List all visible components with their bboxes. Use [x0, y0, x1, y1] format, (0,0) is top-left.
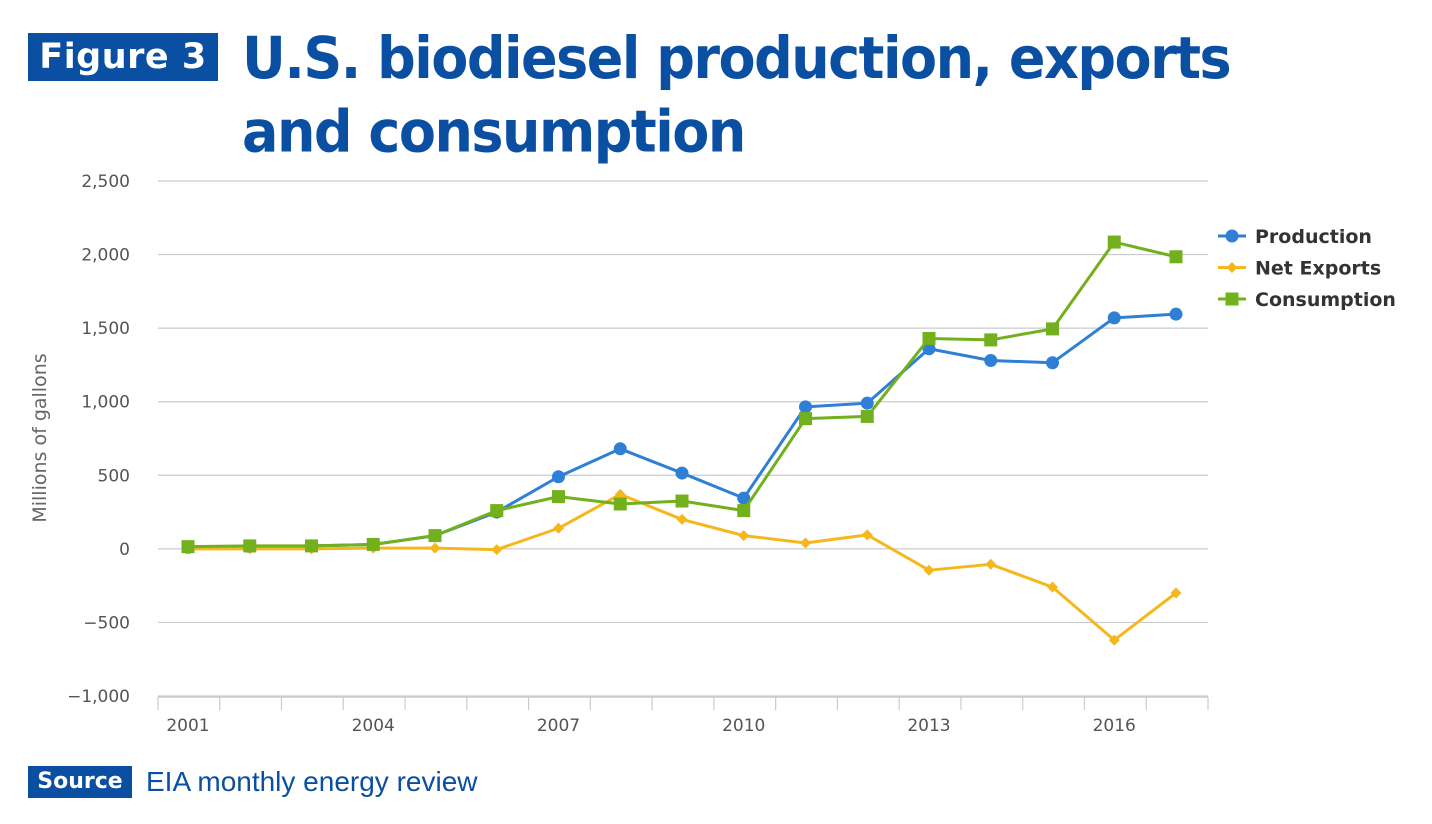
- legend-marker: [1226, 262, 1238, 273]
- consumption-point: [922, 331, 936, 345]
- production-point: [737, 491, 751, 505]
- legend-label: Production: [1255, 226, 1372, 248]
- net-exports-point: [676, 513, 688, 525]
- consumption-point: [613, 497, 627, 511]
- consumption-point: [552, 490, 565, 504]
- production-point: [922, 342, 936, 356]
- production-point: [1169, 307, 1183, 321]
- x-tick-label: 2013: [907, 716, 950, 736]
- series-line-production: [187, 312, 1177, 549]
- y-tick-label: 2,000: [81, 246, 130, 266]
- production-point: [860, 396, 874, 410]
- net-exports-point: [614, 488, 626, 500]
- y-tick-label: −1,000: [67, 687, 130, 707]
- production-point: [984, 354, 998, 368]
- net-exports-point: [553, 522, 564, 534]
- y-axis-label: Millions of gallons: [29, 353, 51, 522]
- net-exports-point: [800, 537, 811, 549]
- y-tick-label: −500: [83, 613, 130, 633]
- legend-label: Consumption: [1255, 289, 1396, 311]
- consumption-point: [1169, 250, 1183, 264]
- legend-item-consumption[interactable]: Consumption: [1218, 289, 1396, 311]
- consumption-point: [366, 537, 380, 551]
- x-tick-label: 2010: [722, 716, 765, 736]
- consumption-point: [1046, 322, 1059, 336]
- legend[interactable]: Production Net Exports Consumption: [1218, 226, 1396, 311]
- y-tick-label: 1,000: [81, 393, 130, 413]
- consumption-point: [860, 409, 874, 423]
- x-tick-label: 2004: [352, 716, 395, 736]
- source-text: EIA monthly energy review: [146, 766, 478, 797]
- consumption-point: [305, 539, 318, 553]
- legend-marker: [1225, 229, 1239, 243]
- grid-lines: [158, 180, 1208, 697]
- consumption-point: [428, 529, 442, 543]
- y-tick-label: 2,500: [81, 172, 130, 192]
- x-tick-label: 2001: [166, 716, 209, 736]
- consumption-point: [675, 494, 689, 508]
- consumption-point: [181, 540, 195, 554]
- x-tick-label: 2016: [1093, 716, 1136, 736]
- y-tick-label: 500: [98, 466, 130, 486]
- production-point: [1107, 311, 1121, 325]
- production-point: [1046, 356, 1059, 370]
- x-tick-label: 2007: [537, 716, 580, 736]
- consumption-point: [1107, 235, 1121, 249]
- net-exports-point: [491, 544, 503, 556]
- net-exports-point: [738, 530, 750, 542]
- y-tick-label: 0: [119, 540, 130, 560]
- series-group: [181, 235, 1183, 646]
- y-axis-ticks: −1,000 −500 0 500 1,000 1,500 2,000 2,500: [67, 172, 130, 707]
- net-exports-point: [1108, 634, 1120, 646]
- series-consumption: [181, 235, 1183, 554]
- production-point: [675, 466, 689, 480]
- production-point: [613, 442, 627, 456]
- net-exports-point: [429, 542, 441, 554]
- consumption-point: [984, 333, 998, 347]
- x-axis: 2001 2004 2007 2010 2013 2016: [157, 696, 1209, 736]
- consumption-point: [243, 539, 257, 553]
- legend-item-production[interactable]: Production: [1218, 226, 1372, 248]
- consumption-point: [799, 412, 812, 426]
- production-point: [799, 400, 812, 414]
- chart-title: U.S. biodiesel production, exports and c…: [242, 24, 1232, 166]
- consumption-point: [490, 504, 504, 518]
- net-exports-point: [1170, 587, 1182, 599]
- consumption-point: [737, 504, 751, 518]
- net-exports-point: [923, 564, 935, 576]
- legend-label: Net Exports: [1255, 258, 1381, 280]
- source-label: Source: [28, 766, 132, 798]
- net-exports-point: [985, 558, 997, 570]
- legend-item-net-exports[interactable]: Net Exports: [1218, 258, 1381, 280]
- figure-label: Figure 3: [28, 33, 218, 81]
- production-point: [552, 470, 565, 484]
- net-exports-point: [861, 529, 873, 541]
- net-exports-point: [1047, 581, 1058, 593]
- legend-marker: [1225, 292, 1239, 306]
- y-tick-label: 1,500: [81, 319, 130, 339]
